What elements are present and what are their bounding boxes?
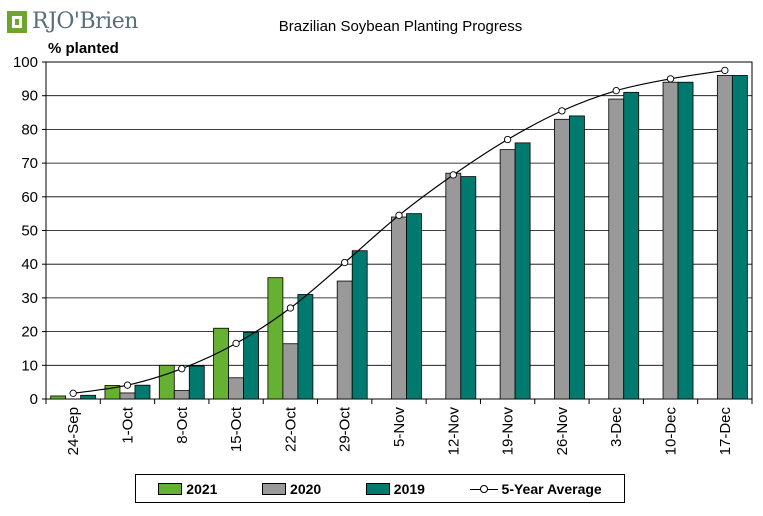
x-tick-label: 19-Nov	[500, 407, 517, 456]
bar-2019-10-Dec	[677, 81, 694, 400]
point-5yr-average-22-Oct	[286, 304, 295, 312]
point-5yr-average-1-Oct	[123, 381, 132, 389]
legend: 2021 2020 2019 5-Year Average	[135, 474, 625, 503]
x-tick-label: 3-Dec	[608, 407, 625, 448]
legend-swatch-2021	[158, 482, 183, 495]
y-tick-label: 50	[21, 223, 38, 240]
x-tick-label: 17-Dec	[717, 407, 734, 456]
bar-2020-15-Oct	[228, 377, 244, 400]
bar-2019-15-Oct	[243, 331, 259, 400]
point-5yr-average-5-Nov	[395, 211, 403, 219]
bar-2020-12-Nov	[445, 172, 462, 400]
point-5yr-average-8-Oct	[178, 365, 186, 373]
legend-item-2021: 2021	[158, 481, 217, 497]
legend-line-swatch	[469, 484, 498, 494]
legend-label-2021: 2021	[186, 480, 218, 497]
x-tick-label: 24-Sep	[65, 407, 82, 455]
y-tick-label: 40	[21, 256, 38, 273]
point-5yr-average-19-Nov	[503, 135, 512, 144]
bar-2019-22-Oct	[297, 294, 314, 400]
bar-2019-29-Oct	[351, 250, 368, 400]
x-tick-label: 29-Oct	[337, 406, 354, 452]
bar-2019-19-Nov	[514, 142, 531, 400]
point-5yr-average-12-Nov	[449, 171, 457, 179]
logo-mark-icon	[7, 11, 27, 33]
bar-2020-17-Dec	[716, 75, 733, 400]
bar-2019-1-Oct	[134, 384, 151, 400]
bar-2020-10-Dec	[662, 81, 679, 400]
bar-2019-5-Nov	[406, 213, 422, 400]
point-5yr-average-24-Sep	[69, 389, 77, 397]
legend-swatch-2019	[365, 482, 390, 495]
point-5yr-average-17-Dec	[721, 66, 729, 75]
y-tick-label: 60	[21, 189, 38, 206]
y-tick-label: 70	[21, 155, 38, 172]
y-tick-label: 10	[21, 357, 38, 374]
point-5yr-average-15-Oct	[232, 339, 240, 348]
legend-item-5yr-average: 5-Year Average	[469, 480, 602, 497]
y-axis-label: % planted	[48, 40, 119, 57]
bar-2019-24-Sep	[80, 394, 97, 400]
bar-2020-29-Oct	[336, 280, 353, 400]
point-5yr-average-29-Oct	[341, 258, 349, 267]
bar-2019-26-Nov	[569, 115, 585, 400]
chart-title: Brazilian Soybean Planting Progress	[278, 18, 523, 35]
x-tick-label: 15-Oct	[228, 406, 245, 452]
bar-2020-8-Oct	[173, 390, 190, 400]
legend-item-2019: 2019	[365, 480, 425, 497]
x-tick-label: 12-Nov	[445, 407, 462, 456]
x-tick-label: 1-Oct	[119, 406, 136, 444]
bar-2021-8-Oct	[158, 364, 175, 400]
bar-2019-3-Dec	[623, 91, 640, 400]
bar-2020-3-Dec	[608, 98, 625, 400]
x-tick-label: 26-Nov	[554, 407, 571, 456]
bar-2019-17-Dec	[731, 75, 748, 400]
rjobrien-logo: RJO'Brien	[6, 8, 138, 38]
bar-2021-15-Oct	[213, 327, 229, 400]
logo-text: RJO'Brien	[32, 9, 138, 34]
legend-label-2019: 2019	[393, 480, 425, 497]
x-tick-label: 10-Dec	[663, 407, 680, 456]
y-tick-label: 20	[21, 324, 38, 341]
point-5yr-average-10-Dec	[666, 75, 675, 83]
legend-item-2020: 2020	[262, 481, 321, 497]
bar-2020-26-Nov	[554, 118, 570, 400]
y-tick-label: 0	[30, 391, 38, 408]
x-tick-label: 8-Oct	[174, 406, 191, 444]
legend-label-2020: 2020	[290, 480, 322, 497]
y-tick-label: 80	[21, 121, 38, 138]
y-tick-label: 30	[21, 290, 38, 307]
bar-2020-1-Oct	[119, 392, 136, 400]
bar-2021-22-Oct	[267, 277, 284, 400]
bar-2020-5-Nov	[391, 216, 407, 400]
bar-2019-8-Oct	[188, 365, 205, 400]
point-5yr-average-3-Dec	[612, 86, 620, 95]
y-tick-label: 100	[13, 54, 38, 71]
x-tick-label: 22-Oct	[282, 406, 299, 452]
x-tick-label: 5-Nov	[391, 407, 408, 448]
legend-swatch-2020	[262, 482, 287, 495]
bar-2020-22-Oct	[282, 343, 299, 400]
y-tick-label: 90	[21, 88, 38, 105]
bar-2021-24-Sep	[50, 395, 67, 400]
bar-2020-19-Nov	[499, 149, 516, 400]
point-5yr-average-26-Nov	[558, 107, 566, 115]
legend-label-5yr-average: 5-Year Average	[501, 480, 602, 497]
bar-2019-12-Nov	[460, 176, 477, 400]
